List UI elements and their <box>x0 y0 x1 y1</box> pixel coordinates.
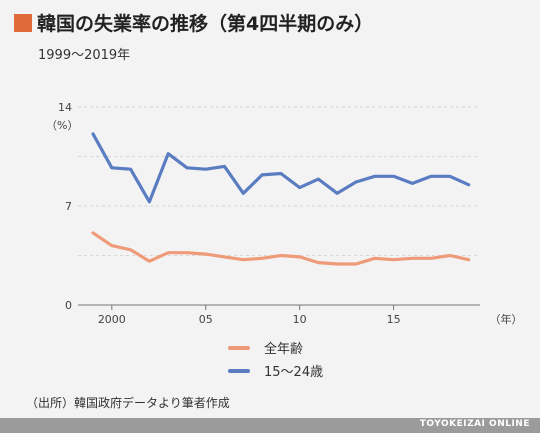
legend-item-youth: 15～24歳 <box>228 361 323 380</box>
brand-bar: TOYOKEIZAI ONLINE <box>0 418 540 433</box>
y-tick-label-2: 14 <box>58 101 72 114</box>
y-tick-label-1: 7 <box>65 200 72 213</box>
x-tick-label-0: 2000 <box>98 313 126 326</box>
legend-label-youth: 15～24歳 <box>264 365 324 380</box>
title-square-icon <box>14 13 32 32</box>
y-tick-label-0: 0 <box>65 299 72 312</box>
legend-swatch-all-ages <box>228 345 250 350</box>
series-line-youth <box>91 132 471 204</box>
title-row: 韓国の失業率の推移（第4四半期のみ） <box>14 9 373 36</box>
legend-item-all-ages: 全年齢 <box>228 338 303 357</box>
source-note: （出所）韓国政府データより筆者作成 <box>26 396 230 410</box>
x-tick-label-1: 05 <box>199 313 213 326</box>
series-line-all-ages <box>91 231 471 266</box>
legend-label-all-ages: 全年齢 <box>264 342 304 357</box>
brand-logo: TOYOKEIZAI ONLINE <box>419 419 530 429</box>
x-tick-label-3: 15 <box>387 313 401 326</box>
line-chart: 0 7 14 （%） 2000 05 10 15 （年） <box>46 101 523 326</box>
x-axis-label: （年） <box>490 312 523 326</box>
legend-swatch-youth <box>228 368 250 373</box>
x-tick-label-2: 10 <box>293 313 307 326</box>
chart-title: 韓国の失業率の推移（第4四半期のみ） <box>37 13 374 35</box>
y-axis-label: （%） <box>46 119 78 132</box>
chart-subtitle: 1999～2019年 <box>38 48 131 63</box>
